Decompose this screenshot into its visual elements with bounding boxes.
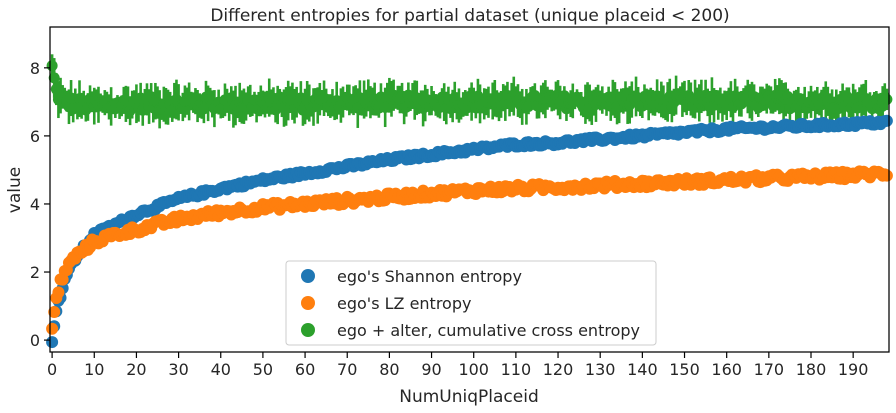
y-tick-label: 0	[30, 331, 40, 350]
x-axis-title: NumUniqPlaceid	[399, 387, 539, 407]
data-point	[46, 322, 59, 335]
data-point	[880, 169, 893, 182]
x-tick-label: 160	[711, 360, 742, 379]
x-tick-label: 70	[337, 360, 357, 379]
x-tick-label: 170	[754, 360, 785, 379]
x-tick-label: 120	[543, 360, 574, 379]
y-axis: 0 2 4 6 8	[30, 59, 50, 350]
data-point	[46, 336, 59, 349]
x-tick-label: 130	[585, 360, 616, 379]
y-tick-label: 8	[30, 59, 40, 78]
legend-marker	[301, 296, 315, 310]
data-point	[880, 114, 893, 127]
x-tick-label: 180	[796, 360, 827, 379]
series-2	[46, 165, 893, 335]
legend-label: ego + alter, cumulative cross entropy	[337, 321, 640, 340]
data-point	[48, 306, 61, 319]
y-tick-label: 4	[30, 195, 40, 214]
legend-label: ego's Shannon entropy	[337, 267, 522, 286]
x-tick-label: 20	[126, 360, 146, 379]
x-tick-label: 30	[168, 360, 188, 379]
x-tick-label: 140	[627, 360, 658, 379]
x-tick-label: 0	[47, 360, 57, 379]
x-tick-label: 10	[84, 360, 104, 379]
x-tick-label: 80	[379, 360, 399, 379]
series-1	[46, 114, 893, 349]
x-tick-label: 150	[669, 360, 700, 379]
legend-label: ego's LZ entropy	[337, 294, 471, 313]
legend-box	[285, 260, 657, 346]
x-tick-label: 40	[211, 360, 231, 379]
data-point	[46, 60, 58, 72]
x-tick-label: 50	[253, 360, 273, 379]
legend-marker	[301, 323, 315, 337]
legend: ego's Shannon entropy ego's LZ entropy ego…	[285, 260, 657, 346]
legend-marker	[301, 269, 315, 283]
x-axis: 0 10 20 30 40 50 60 70 80 90 100 110 120 130 140 150 160…	[47, 352, 868, 379]
chart-title: Different entropies for partial dataset …	[210, 6, 729, 26]
series-layer	[46, 54, 893, 349]
y-axis-title: value	[5, 167, 25, 213]
x-tick-label: 100	[458, 360, 489, 379]
data-point	[881, 93, 893, 105]
data-point	[52, 286, 65, 299]
series-3	[46, 54, 893, 129]
y-tick-label: 2	[30, 263, 40, 282]
x-tick-label: 90	[421, 360, 441, 379]
x-tick-label: 190	[838, 360, 869, 379]
plot-area	[46, 26, 893, 353]
plot-frame	[49, 26, 890, 353]
x-tick-label: 110	[501, 360, 532, 379]
x-tick-label: 60	[295, 360, 315, 379]
y-tick-label: 6	[30, 127, 40, 146]
legend-items: ego's Shannon entropy ego's LZ entropy ego…	[301, 267, 640, 340]
